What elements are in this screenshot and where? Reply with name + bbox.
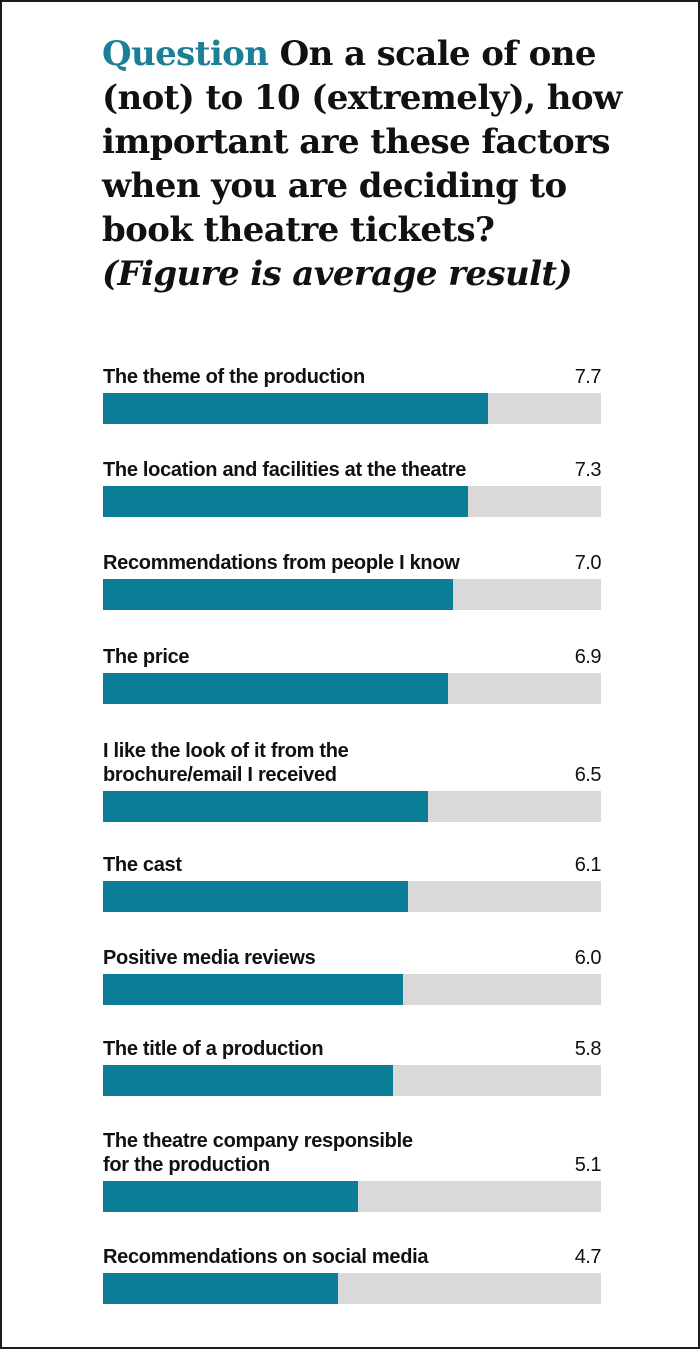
bar-value-label: 6.0: [574, 947, 602, 969]
bar-label: Recommendations from people I know: [103, 552, 460, 574]
bar: [103, 1065, 393, 1096]
bar-label: I like the look of it from the: [103, 740, 349, 762]
bar-value-label: 6.5: [574, 764, 602, 786]
bar-track: [103, 486, 601, 517]
bar-track: [103, 1273, 601, 1304]
bar-label: The theme of the production: [103, 366, 365, 388]
question-text: On a scale of one (not) to 10 (extremely…: [102, 34, 622, 250]
bar-track: [103, 791, 601, 822]
bar-label: brochure/email I received: [103, 764, 337, 786]
bar-label: The title of a production: [103, 1038, 324, 1060]
bar-value-label: 7.3: [574, 459, 602, 481]
bar-value-label: 6.1: [574, 854, 602, 876]
bar-value-label: 7.0: [574, 552, 602, 574]
bar-value-label: 5.1: [574, 1154, 602, 1176]
bar-track: [103, 1065, 601, 1096]
bar-label: The theatre company responsible: [103, 1130, 413, 1152]
bar-track: [103, 673, 601, 704]
bar: [103, 974, 403, 1005]
bar-track: [103, 974, 601, 1005]
bar-track: [103, 579, 601, 610]
bar-label: The cast: [103, 854, 182, 876]
bar-value-label: 6.9: [574, 646, 602, 668]
bar: [103, 579, 453, 610]
bar-label: The price: [103, 646, 190, 668]
bar: [103, 1273, 338, 1304]
bar: [103, 881, 408, 912]
bar-track: [103, 881, 601, 912]
chart-heading: Question On a scale of one (not) to 10 (…: [102, 32, 622, 296]
question-word: Question: [102, 34, 269, 74]
bar: [103, 486, 468, 517]
bar: [103, 791, 428, 822]
chart-note: (Figure is average result): [102, 254, 573, 294]
bar: [103, 1181, 358, 1212]
bar-label: Recommendations on social media: [103, 1246, 429, 1268]
bar: [103, 393, 488, 424]
bar-value-label: 4.7: [574, 1246, 602, 1268]
bar-track: [103, 1181, 601, 1212]
bar-label: for the production: [103, 1154, 270, 1176]
bar: [103, 673, 448, 704]
bar-value-label: 5.8: [574, 1038, 602, 1060]
bar-label: Positive media reviews: [103, 947, 316, 969]
bar-value-label: 7.7: [574, 366, 602, 388]
bar-track: [103, 393, 601, 424]
bar-label: The location and facilities at the theat…: [103, 459, 467, 481]
